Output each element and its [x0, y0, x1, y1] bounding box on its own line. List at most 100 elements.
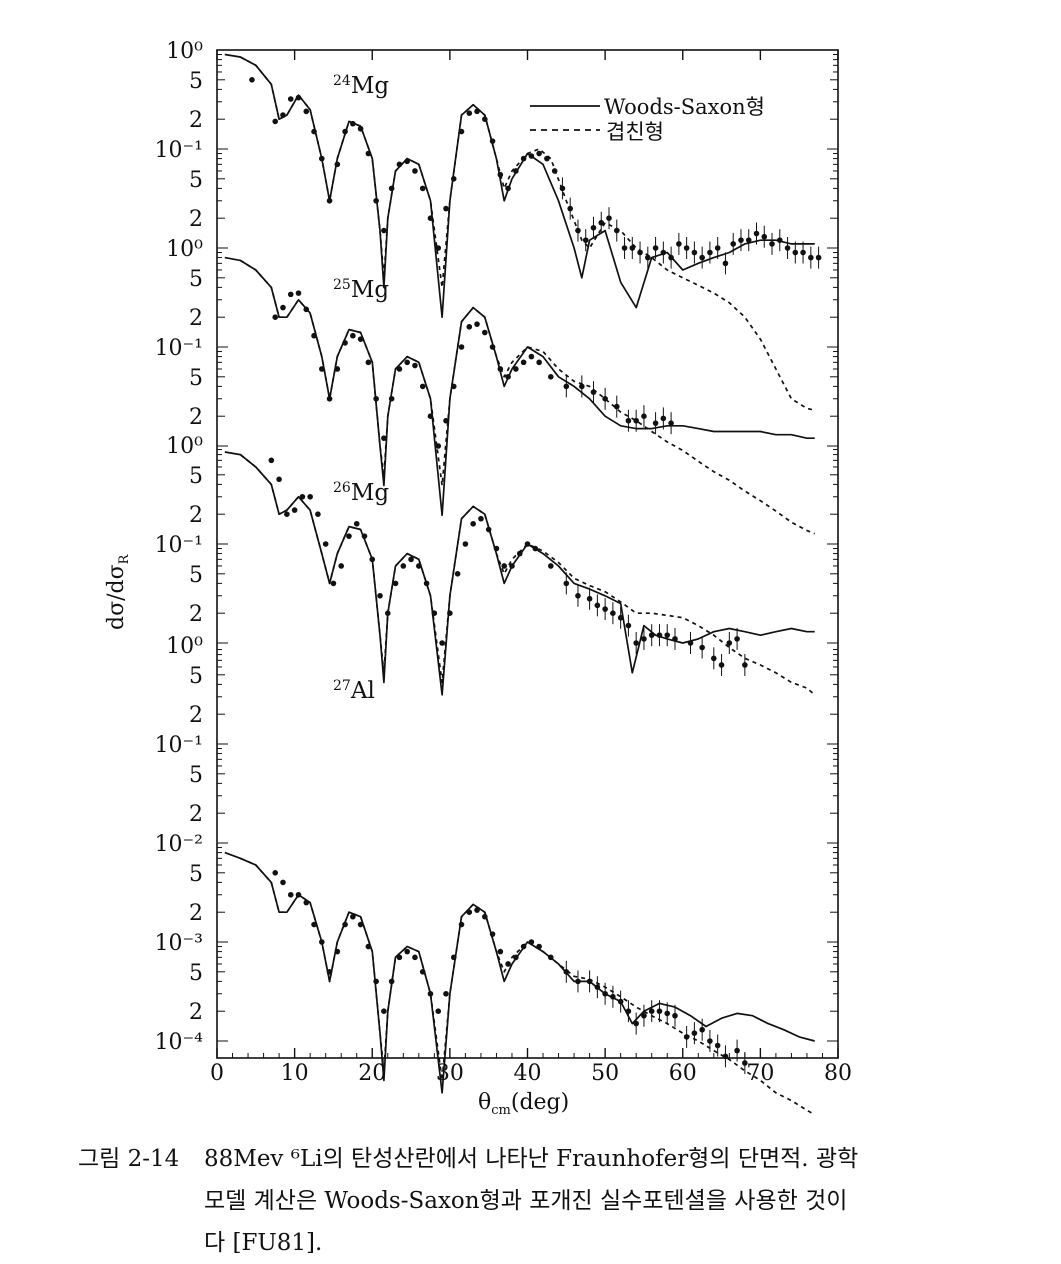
data-point [280, 112, 286, 118]
data-point [458, 921, 465, 928]
curve-overlap [239, 259, 816, 535]
data-point [524, 541, 531, 547]
data-point [353, 520, 360, 527]
data-point [505, 374, 511, 380]
y-tick-label: 10⁻³ [155, 931, 203, 956]
data-point [388, 395, 395, 402]
data-point [400, 563, 407, 569]
data-point [435, 245, 442, 251]
data-point [544, 155, 550, 162]
data-point [466, 909, 473, 915]
data-point [419, 185, 426, 192]
data-point [454, 571, 461, 577]
data-point [536, 359, 542, 366]
data-point [342, 921, 348, 928]
data-point [303, 306, 310, 313]
y-tick-label: 2 [189, 1000, 203, 1025]
data-point [287, 891, 294, 898]
data-point [311, 332, 317, 339]
curve-woods-saxon [224, 256, 815, 517]
data-point [482, 116, 488, 122]
data-point [450, 176, 457, 182]
data-point [365, 150, 372, 157]
data-point [447, 610, 453, 616]
data-point [516, 550, 523, 557]
y-tick-label: 2 [189, 802, 203, 827]
data-point [466, 323, 473, 330]
data-point [501, 563, 508, 569]
data-point [365, 359, 372, 366]
data-point [443, 417, 449, 424]
data-point [295, 891, 302, 898]
data-point [443, 990, 449, 997]
data-point [489, 138, 496, 144]
data-point [384, 610, 391, 616]
data-point [318, 939, 325, 945]
y-tick-label: 10⁻¹ [155, 533, 203, 558]
y-tick-label: 10⁰ [166, 434, 203, 459]
data-point [388, 185, 395, 192]
data-point [482, 329, 488, 336]
y-tick-label: 10⁻² [155, 832, 203, 857]
data-point [458, 128, 465, 135]
data-point [373, 978, 379, 985]
data-point [268, 457, 275, 464]
y-tick-label: 10⁻⁴ [155, 1030, 204, 1055]
data-point [381, 227, 387, 234]
data-point [334, 366, 341, 372]
data-point [513, 954, 519, 961]
data-point [404, 359, 410, 366]
x-tick-label: 80 [824, 1061, 852, 1086]
caption-label: 그림 2-14 [78, 1146, 180, 1172]
caption-third: 다 [FU81]. [78, 1222, 1038, 1264]
data-point [303, 899, 310, 906]
data-point [365, 943, 372, 950]
data-point [458, 344, 465, 350]
data-point [322, 541, 329, 547]
data-point [427, 413, 434, 419]
data-point [528, 939, 535, 945]
x-tick-label: 70 [746, 1061, 774, 1086]
x-tick-label: 40 [514, 1061, 542, 1086]
data-point [431, 610, 438, 616]
data-point [513, 168, 519, 174]
data-point [381, 435, 387, 441]
x-tick-label: 30 [436, 1061, 464, 1086]
data-point [338, 563, 345, 569]
x-tick-label: 20 [358, 1061, 386, 1086]
y-tick-label: 2 [189, 405, 203, 430]
data-point [528, 353, 535, 360]
panel-label: 24Mg [333, 73, 389, 99]
data-point [450, 383, 457, 390]
data-point [272, 314, 279, 320]
caption-line-3: 다 [FU81]. [204, 1230, 323, 1256]
y-tick-label: 2 [189, 108, 203, 133]
data-point [419, 383, 426, 390]
panel-label-mass: 26 [333, 480, 351, 496]
data-point [334, 161, 341, 168]
panel-label-element: Mg [351, 277, 390, 303]
data-point [520, 155, 527, 162]
y-tick-label: 5 [189, 267, 203, 292]
data-point [299, 493, 306, 500]
data-point [482, 913, 488, 920]
data-point [369, 556, 376, 563]
data-point [330, 580, 337, 587]
data-point [505, 961, 511, 967]
x-tick-label: 0 [210, 1061, 224, 1086]
curve-overlap [239, 453, 816, 696]
figure-caption: 그림 2-14 88Mev ⁶Li의 탄성산란에서 나타난 Fraunhofer형… [78, 1138, 1038, 1264]
data-point [474, 321, 480, 327]
curve-overlap [239, 56, 815, 412]
data-point [416, 563, 422, 569]
data-point [249, 77, 255, 83]
data-point [295, 290, 302, 296]
data-point [396, 161, 403, 168]
data-point [396, 954, 403, 961]
data-point [532, 545, 539, 552]
caption-second: 모델 계산은 Woods-Saxon형과 포개진 실수포텐셜을 사용한 것이 [78, 1180, 1038, 1222]
data-point [435, 443, 442, 449]
data-point [513, 366, 519, 372]
figure: 10⁰ 5 2 10⁻¹ 5 2 10⁰ 5 2 10⁻¹ 5 2 10⁰ 5 2 10⁻¹ 5 2 10⁰ 5 2 10… [104, 39, 852, 1118]
